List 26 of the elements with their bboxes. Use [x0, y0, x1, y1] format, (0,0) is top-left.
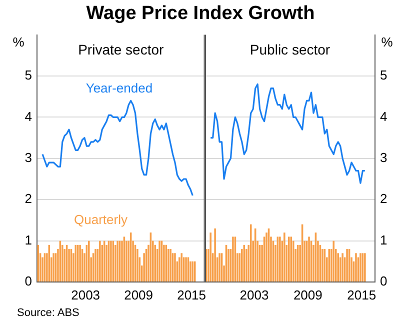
chart-title: Wage Price Index Growth	[85, 3, 316, 25]
series-label: Year-ended	[86, 80, 153, 96]
x-tick-label: 2015	[177, 287, 206, 302]
y-tick-label: 3	[24, 150, 32, 165]
y-tick-label: 1	[380, 232, 388, 248]
y-tick-label: 2	[24, 191, 32, 206]
x-tick-label: 2003	[240, 287, 268, 302]
series-label: Quarterly	[74, 212, 128, 228]
y-tick-label: 0	[380, 274, 388, 289]
y-tick-label: 0	[24, 274, 32, 289]
x-tick-label: 2009	[124, 287, 154, 302]
y-axis-title: %	[12, 34, 25, 50]
y-tick-label: 3	[380, 150, 388, 165]
y-axis-title: %	[381, 34, 393, 50]
y-tick-label: 5	[24, 68, 32, 83]
x-tick-label: 2003	[71, 287, 100, 302]
y-tick-label: 4	[24, 108, 32, 124]
source-note: Source: ABS	[17, 307, 80, 319]
x-tick-label: 2015	[346, 287, 376, 302]
text: Private sector	[78, 42, 164, 58]
y-tick-label: 5	[380, 68, 388, 83]
text: Public sector	[250, 42, 330, 58]
y-tick-label: 4	[380, 108, 388, 124]
y-tick-label: 2	[380, 191, 388, 206]
x-tick-label: 2009	[293, 287, 322, 302]
y-tick-label: 1	[24, 232, 32, 248]
